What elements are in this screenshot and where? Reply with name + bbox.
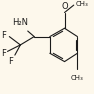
Text: H₂N: H₂N [12,18,28,27]
Text: CH₃: CH₃ [71,75,84,81]
Text: F: F [1,49,6,58]
Text: O: O [61,2,68,11]
Text: CH₃: CH₃ [76,1,88,7]
Text: F: F [1,31,6,40]
Text: F: F [8,57,13,66]
